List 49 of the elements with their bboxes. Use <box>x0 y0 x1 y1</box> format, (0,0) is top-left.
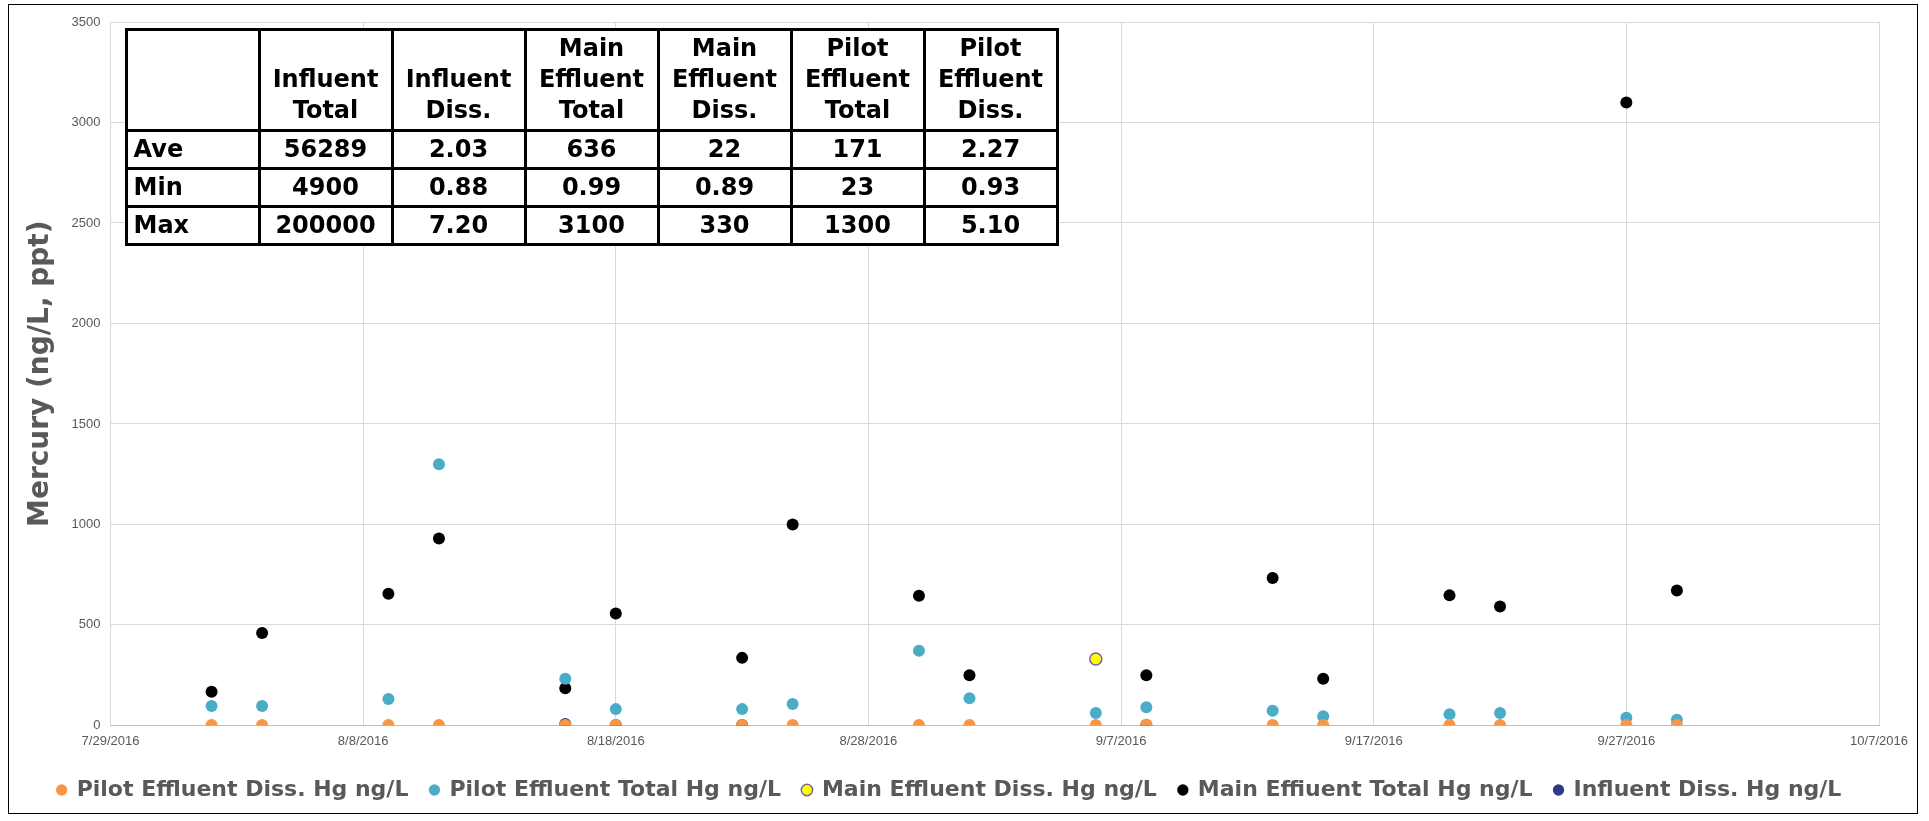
category-label: Ave <box>133 134 184 163</box>
text: 200000 <box>275 210 376 239</box>
y-tick-label: 2500 <box>71 214 101 230</box>
legend-label: Pilot Effluent Diss. Hg ng/L <box>76 775 409 801</box>
legend-label: Influent Diss. Hg ng/L <box>1573 775 1842 801</box>
x-tick-label: 9/17/2016 <box>1344 732 1403 748</box>
category-label: Influent Total <box>259 29 393 131</box>
y-tick-label: 0 <box>93 716 101 732</box>
category-label: Main Effluent Diss. <box>658 29 792 131</box>
category-label: Pilot Effluent Total <box>791 29 925 131</box>
category-label: Influent Diss. <box>392 29 526 131</box>
text: 636 <box>566 134 617 163</box>
text: 22 <box>707 134 742 163</box>
text: 0.93 <box>960 172 1021 201</box>
legend-label: Pilot Effluent Total Hg ng/L <box>449 775 781 801</box>
x-tick-label: 8/28/2016 <box>839 732 898 748</box>
text: 5.10 <box>960 210 1021 239</box>
y-tick-label: 2000 <box>71 315 101 331</box>
legend-label: Main Effiuent Total Hg ng/L <box>1197 775 1533 801</box>
y-tick-label: 1000 <box>71 516 101 532</box>
legend-label: Main Effluent Diss. Hg ng/L <box>821 775 1157 801</box>
category-label: Main Effluent Total <box>525 29 659 131</box>
text: 4900 <box>292 172 359 201</box>
y-tick-label: 1500 <box>71 415 101 431</box>
x-tick-label: 7/29/2016 <box>81 732 140 748</box>
text: 2.03 <box>428 134 489 163</box>
y-axis-title: Mercury (ng/L, ppt) <box>22 220 56 527</box>
text: 0.89 <box>694 172 755 201</box>
text: 1300 <box>824 210 891 239</box>
x-tick-label: 8/18/2016 <box>586 732 645 748</box>
x-tick-label: 9/27/2016 <box>1597 732 1656 748</box>
text: 330 <box>699 210 750 239</box>
category-label: Min <box>133 172 183 201</box>
text: 171 <box>832 134 883 163</box>
category-label: Max <box>133 210 190 239</box>
text: 0.88 <box>428 172 489 201</box>
y-tick-label: 3000 <box>71 114 101 130</box>
y-tick-label: 3500 <box>71 13 101 29</box>
text: 56289 <box>283 134 368 163</box>
x-tick-label: 9/7/2016 <box>1095 732 1147 748</box>
text: 2.27 <box>960 134 1021 163</box>
text: 7.20 <box>428 210 489 239</box>
x-tick-label: 10/7/2016 <box>1850 732 1908 748</box>
y-tick-label: 500 <box>78 616 101 632</box>
x-tick-label: 8/8/2016 <box>337 732 389 748</box>
text: 23 <box>840 172 875 201</box>
text: 0.99 <box>561 172 622 201</box>
category-label: Pilot Effluent Diss. <box>924 29 1058 131</box>
text: 3100 <box>558 210 625 239</box>
